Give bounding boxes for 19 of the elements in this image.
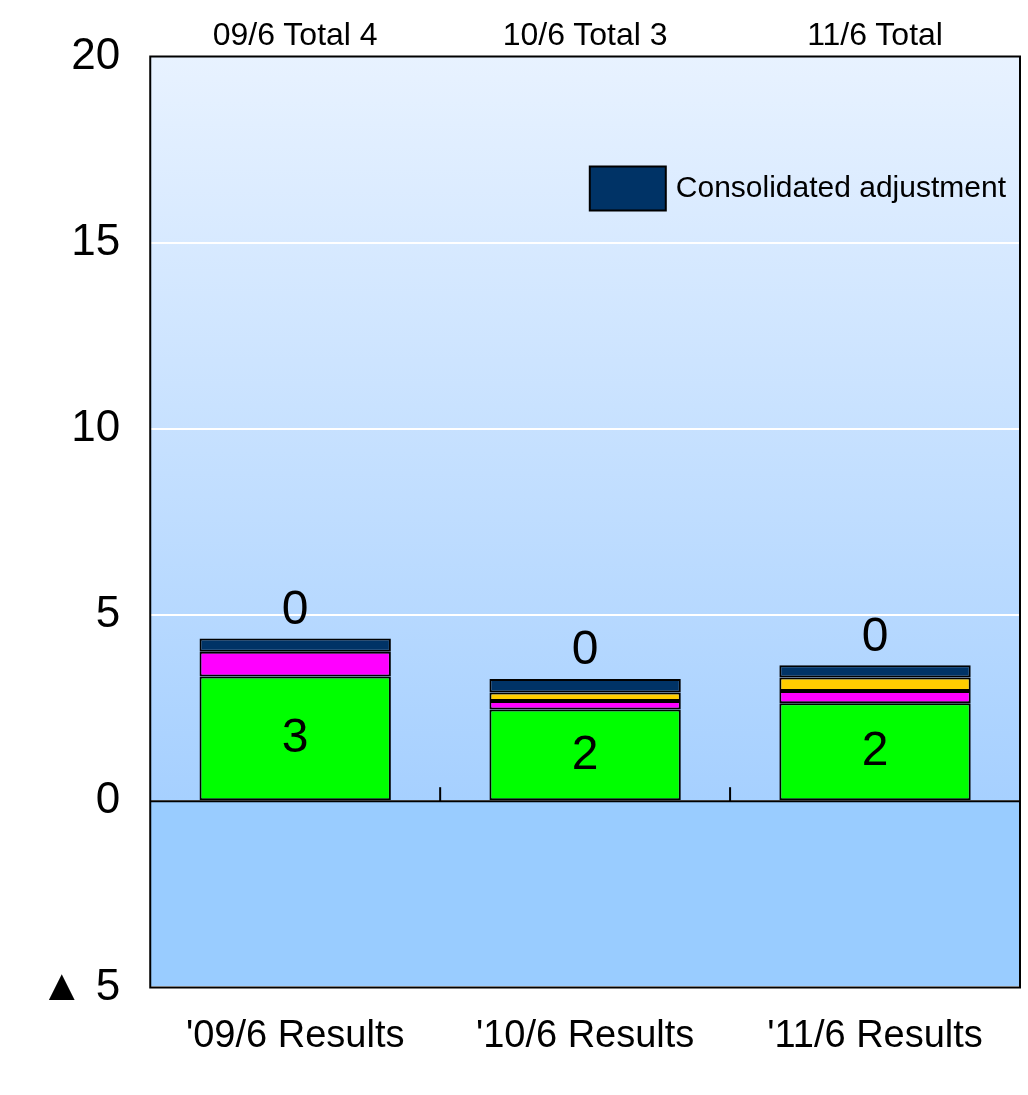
text: 09/6 Total 4 xyxy=(212,16,378,53)
annotation: 0 xyxy=(281,580,309,634)
y-tick-label: 10 xyxy=(71,400,121,450)
y-tick-label: ▲ 5 xyxy=(39,959,121,1009)
annotation: 0 xyxy=(861,607,889,661)
y-tick-label: 0 xyxy=(95,773,121,823)
annotation: 2 xyxy=(571,725,599,779)
x-tick-label: '11/6 Results xyxy=(767,1012,983,1055)
annotation: 2 xyxy=(861,722,889,776)
annotation: 0 xyxy=(571,621,599,675)
text: 10/6 Total 3 xyxy=(502,16,668,53)
y-tick-label: 20 xyxy=(71,28,121,78)
x-tick-label: '10/6 Results xyxy=(475,1012,695,1055)
y-tick-label: 5 xyxy=(95,587,121,637)
y-tick-label: 15 xyxy=(71,214,121,264)
text: 11/6 Total xyxy=(807,16,943,53)
annotation: 3 xyxy=(281,709,309,763)
x-tick-label: '09/6 Results xyxy=(185,1012,405,1055)
legend-label: Consolidated adjustment xyxy=(675,169,1007,203)
